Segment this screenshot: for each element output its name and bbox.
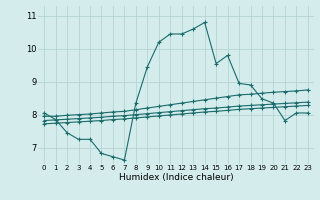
X-axis label: Humidex (Indice chaleur): Humidex (Indice chaleur): [119, 173, 233, 182]
